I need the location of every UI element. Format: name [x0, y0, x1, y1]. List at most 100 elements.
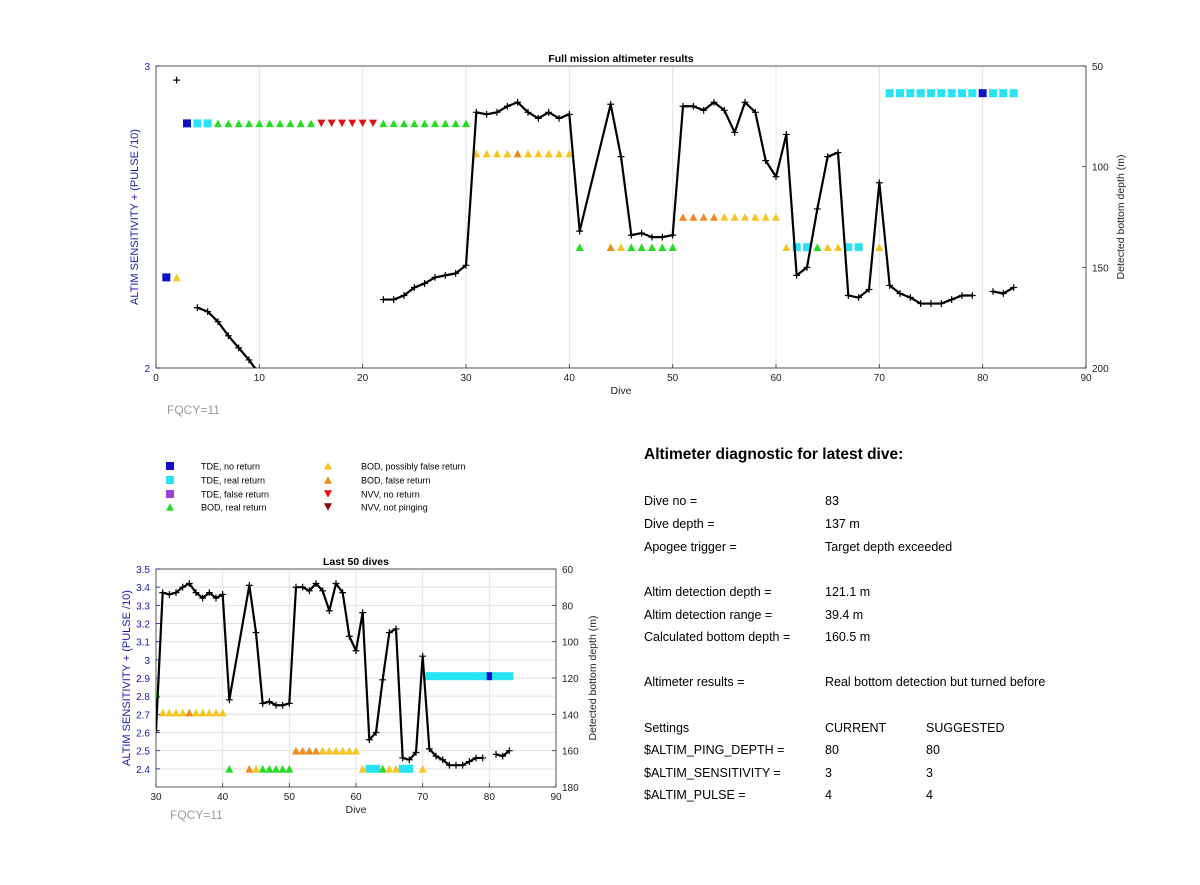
altim-marker	[365, 764, 374, 773]
depth-point	[452, 761, 460, 769]
x-tick-label: 80	[484, 792, 496, 803]
altim-marker	[278, 765, 287, 773]
altim-marker	[438, 672, 447, 681]
y-left-tick-label: 3.2	[136, 620, 150, 631]
legend-marker	[324, 490, 332, 498]
y-left-tick-label: 2.6	[136, 729, 150, 740]
altim-marker	[369, 119, 377, 128]
altim-marker	[272, 765, 280, 773]
depth-point	[886, 282, 894, 289]
y-left-tick-label: 3	[144, 62, 150, 73]
depth-point	[617, 153, 625, 160]
depth-point	[352, 647, 360, 655]
depth-point	[669, 231, 677, 239]
depth-point	[204, 308, 212, 316]
depth-point	[503, 102, 511, 110]
altim-marker	[318, 746, 327, 755]
altim-marker	[627, 243, 636, 251]
depth-point	[279, 701, 287, 709]
altim-marker	[452, 672, 460, 681]
altim-marker	[834, 243, 842, 251]
setting-current-sensitivity: 3	[825, 766, 832, 780]
depth-point	[421, 280, 429, 287]
altim-marker	[172, 708, 180, 717]
y-left-tick-label: 2.5	[136, 747, 150, 758]
legend-marker	[166, 503, 174, 511]
altim-marker	[192, 708, 200, 717]
x-tick-label: 50	[667, 373, 679, 384]
altim-marker	[252, 765, 260, 773]
setting-label-pulse: $ALTIM_PULSE =	[644, 788, 746, 802]
depth-point	[325, 607, 333, 615]
depth-point	[462, 261, 470, 269]
legend-label: TDE, false return	[201, 490, 269, 500]
altim-marker	[968, 89, 977, 98]
altim-marker	[823, 243, 832, 251]
depth-point	[576, 227, 584, 235]
setting-label-sensitivity: $ALTIM_SENSITIVITY =	[644, 766, 781, 780]
legend-marker	[166, 490, 174, 498]
altim-marker	[505, 672, 514, 681]
diag-value-dive-depth: 137 m	[825, 517, 860, 531]
altim-marker	[720, 213, 729, 221]
depth-point	[412, 749, 420, 756]
altim-marker	[193, 119, 202, 128]
altim-marker	[358, 765, 367, 773]
depth-point	[425, 745, 433, 753]
y-right-tick-label: 200	[1092, 364, 1109, 375]
y-left-axis-label: ALTIM SENSITIVITY + (PULSE /10)	[121, 590, 133, 766]
depth-point	[219, 591, 227, 598]
altim-marker	[503, 149, 512, 158]
depth-point	[252, 629, 260, 636]
depth-point	[432, 752, 440, 760]
depth-point	[399, 754, 407, 762]
depth-point	[224, 332, 232, 340]
y-right-tick-label: 150	[1092, 263, 1109, 274]
x-tick-label: 40	[564, 373, 576, 384]
altim-marker	[792, 243, 801, 252]
altim-marker	[185, 708, 194, 717]
y-right-tick-label: 80	[562, 601, 574, 612]
y-left-tick-label: 2.9	[136, 674, 150, 685]
altim-marker	[307, 119, 315, 128]
depth-point	[185, 580, 193, 587]
altim-marker	[298, 746, 307, 755]
depth-point	[245, 581, 253, 589]
depth-point	[782, 131, 790, 138]
depth-point	[452, 269, 460, 277]
altim-marker	[183, 119, 191, 128]
altim-marker	[524, 149, 532, 158]
depth-point	[514, 98, 522, 106]
diagnostic-title: Altimeter diagnostic for latest dive:	[644, 446, 904, 463]
y-right-tick-label: 180	[562, 783, 579, 794]
diag-label-altimeter-results: Altimeter results =	[644, 675, 745, 689]
depth-point	[410, 284, 418, 291]
depth-point	[265, 698, 273, 706]
y-left-tick-label: 2.4	[136, 765, 150, 776]
depth-point	[917, 300, 925, 307]
altim-marker	[203, 119, 212, 128]
altim-marker	[352, 746, 360, 755]
depth-point	[689, 102, 697, 110]
altim-marker	[358, 119, 367, 128]
x-tick-label: 60	[350, 792, 362, 803]
settings-header-label: Settings	[644, 721, 690, 735]
depth-point	[896, 290, 904, 297]
altim-marker	[312, 746, 320, 755]
diag-value-altimeter-results: Real bottom detection but turned before	[825, 675, 1046, 689]
depth-point	[379, 296, 387, 303]
altim-marker	[465, 672, 474, 681]
altim-marker	[606, 243, 615, 251]
y-right-tick-label: 160	[562, 747, 579, 758]
x-tick-label: 30	[460, 373, 472, 384]
legend-label: BOD, real return	[201, 503, 267, 513]
altim-marker	[234, 119, 243, 128]
diag-label-detection-range: Altim detection range =	[644, 608, 773, 622]
x-tick-label: 30	[150, 792, 162, 803]
diag-value-detection-depth: 121.1 m	[825, 585, 871, 599]
altim-marker	[989, 89, 997, 98]
altim-marker	[813, 243, 822, 251]
depth-point	[720, 106, 728, 114]
altim-marker	[225, 765, 234, 773]
altim-marker	[265, 119, 274, 128]
